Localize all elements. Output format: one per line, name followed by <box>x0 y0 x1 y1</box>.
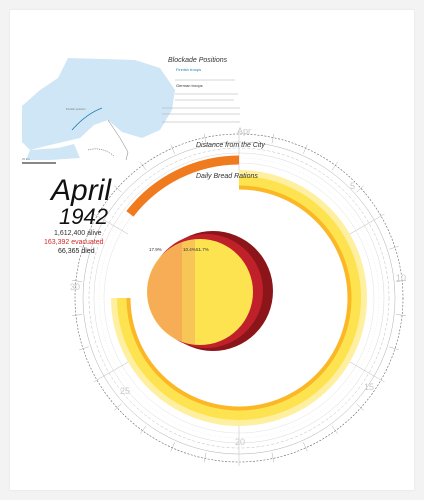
day-tick <box>356 403 364 411</box>
population-died: 66,365 died <box>58 248 95 255</box>
day-tick <box>114 185 122 193</box>
day-tick <box>389 346 399 351</box>
day-tick <box>331 161 338 171</box>
distance-arc <box>126 155 240 217</box>
day-tick <box>203 452 207 463</box>
ring-label-day-15: 15 <box>364 382 375 392</box>
day-tick <box>331 425 338 435</box>
ring-label-day-25: 25 <box>120 386 131 396</box>
pie-label-b: 10.4% <box>183 247 196 252</box>
day-tick <box>93 213 129 235</box>
day-tick <box>271 452 275 463</box>
day-tick <box>71 280 82 282</box>
population-evacuated: 163,392 evacuated <box>44 239 104 246</box>
ring-label-day-30: 30 <box>70 282 81 292</box>
day-tick <box>396 280 407 282</box>
legend-details <box>162 79 240 123</box>
legend-finnish-troops: Finnish troops <box>176 67 202 72</box>
water-area <box>22 58 175 150</box>
day-tick <box>303 442 308 452</box>
day-tick <box>349 361 385 383</box>
infographic-artwork: Finnish position 25 km <box>22 58 407 466</box>
day-tick <box>79 245 89 250</box>
day-tick <box>389 245 399 250</box>
day-tick <box>140 161 147 171</box>
coast-line <box>107 119 129 161</box>
pie-label-a: 17.9% <box>149 247 162 252</box>
day-tick <box>349 213 385 235</box>
day-tick <box>93 361 129 383</box>
day-tick <box>271 133 275 144</box>
population-pie <box>147 231 273 351</box>
pie-slice-b <box>182 239 195 345</box>
ring-label-day-5: 5 <box>350 181 356 191</box>
ration-band-main <box>117 176 361 420</box>
blockade-map: Finnish position 25 km <box>22 58 175 164</box>
day-tick <box>140 425 147 435</box>
front-line-finnish <box>71 107 103 131</box>
blockade-positions-title: Blockade Positions <box>168 57 228 64</box>
rations-heading: Daily Bread Rations <box>196 173 258 180</box>
gulf-inlet <box>26 144 80 160</box>
day-tick <box>170 144 175 154</box>
pie-slice-a <box>147 242 182 342</box>
ring-label-day-10: 10 <box>396 273 407 283</box>
pie-label-c: 51.7% <box>196 247 209 252</box>
month-title: April <box>51 174 112 207</box>
distance-heading: Distance from the City <box>196 142 265 149</box>
day-tick <box>79 346 89 351</box>
front-line-german <box>87 148 115 157</box>
year-title: 1942 <box>59 204 108 229</box>
day-tick <box>114 403 122 411</box>
day-tick <box>396 314 407 316</box>
population-alive: 1,612,400 alive <box>54 230 102 237</box>
day-tick <box>71 314 82 316</box>
day-tick <box>303 144 308 154</box>
ration-band-inner <box>126 185 352 411</box>
day-tick <box>203 133 207 144</box>
legend-german-troops: German troops <box>176 83 203 88</box>
ring-label-apr: Apr <box>237 126 252 136</box>
day-tick <box>170 442 175 452</box>
blockade-infographic: Finnish position 25 km <box>10 10 414 490</box>
map-label-scale: 25 km <box>22 157 30 161</box>
day-ticks <box>71 130 407 466</box>
outer-ring <box>74 133 404 463</box>
ring-label-day-20: 20 <box>235 437 246 447</box>
day-tick <box>356 185 364 193</box>
ration-band-outer <box>111 170 367 426</box>
map-label-finnish-position: Finnish position <box>66 107 86 111</box>
